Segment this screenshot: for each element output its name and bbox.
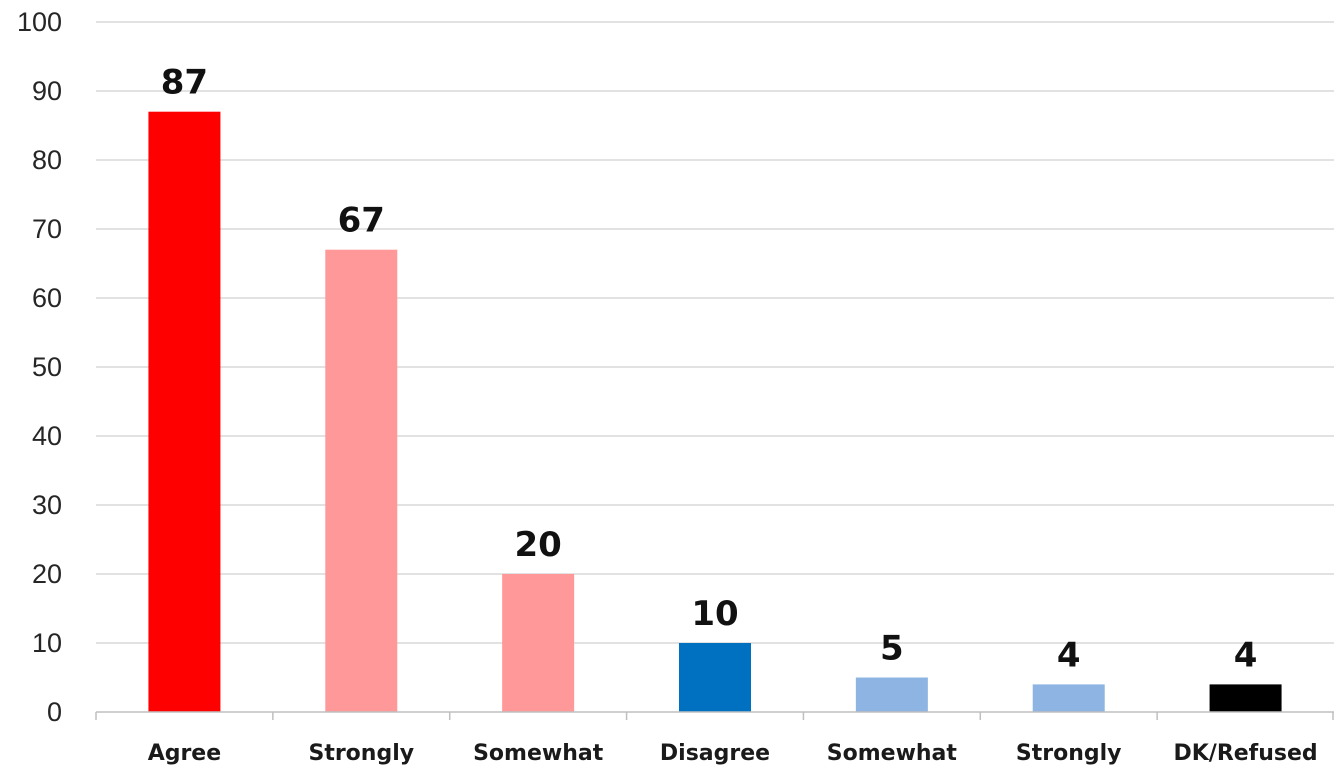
y-tick-label: 80 (32, 145, 62, 175)
data-label: 87 (161, 63, 208, 103)
x-tick-label: Strongly (1016, 741, 1122, 766)
y-tick-label: 50 (32, 352, 62, 382)
y-axis: 0 10 20 30 40 50 60 70 80 90 100 (17, 7, 62, 727)
y-tick-label: 100 (17, 7, 62, 37)
x-axis-labels: Agree Strongly Somewhat Disagree Somewhat Str… (148, 741, 1318, 766)
y-tick-label: 0 (47, 697, 62, 727)
x-tick-label: Somewhat (827, 741, 958, 766)
data-labels: 87 67 20 10 5 4 4 (161, 63, 1258, 676)
y-tick-label: 20 (32, 559, 62, 589)
bar (502, 574, 575, 712)
bar (1032, 684, 1105, 712)
data-label: 20 (514, 525, 561, 565)
y-tick-label: 90 (32, 76, 62, 106)
x-tick-label: Agree (148, 741, 221, 766)
data-label: 67 (338, 201, 385, 241)
gridlines (96, 21, 1334, 644)
x-tick-label: Strongly (308, 741, 414, 766)
x-tick-label: Disagree (660, 741, 770, 766)
x-tick-label: Somewhat (473, 741, 604, 766)
bar (679, 643, 751, 712)
y-tick-label: 60 (32, 283, 62, 313)
bar (1209, 684, 1282, 712)
bars (148, 111, 1282, 712)
data-label: 5 (880, 629, 904, 669)
data-label: 4 (1234, 635, 1258, 675)
bar (148, 111, 221, 712)
y-tick-label: 70 (32, 214, 62, 244)
data-label: 4 (1057, 635, 1081, 675)
bar (325, 249, 398, 712)
y-tick-label: 40 (32, 421, 62, 451)
x-axis (95, 711, 1334, 720)
y-tick-label: 10 (32, 628, 62, 658)
y-tick-label: 30 (32, 490, 62, 520)
bar (855, 677, 928, 712)
data-label: 10 (691, 594, 738, 634)
x-tick-label: DK/Refused (1173, 741, 1317, 766)
